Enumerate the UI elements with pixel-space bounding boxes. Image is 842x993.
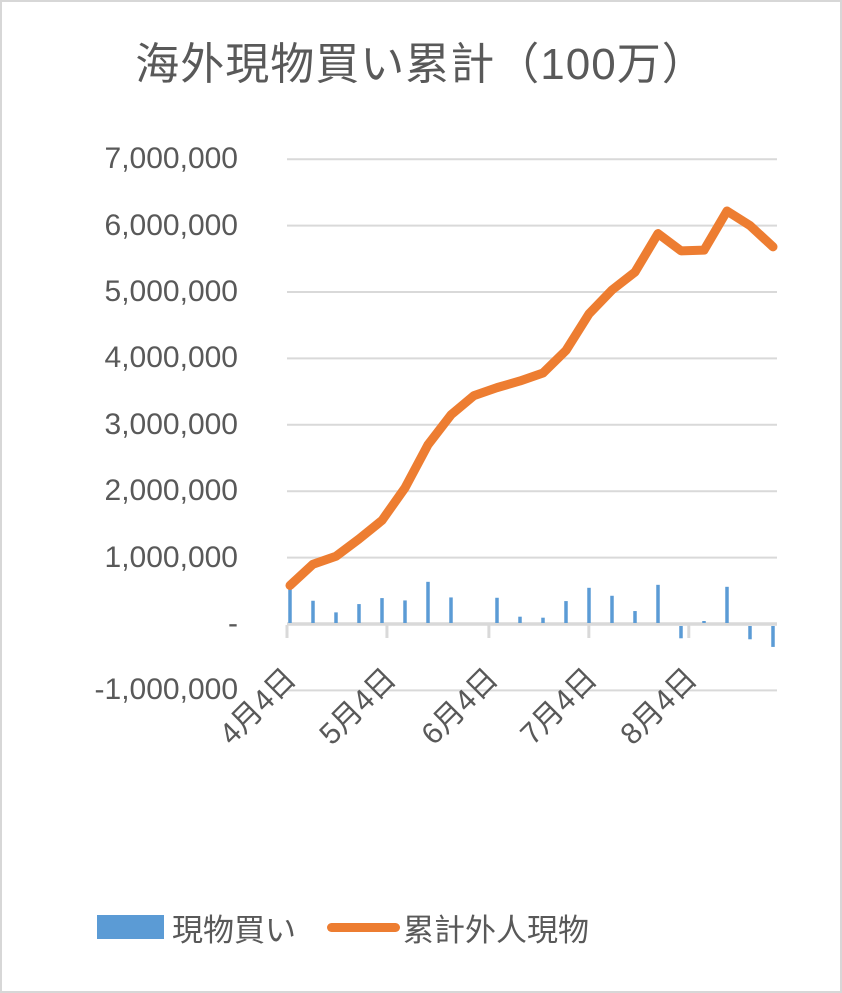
bar bbox=[334, 612, 338, 623]
line-series-label: 累計外人現物 bbox=[403, 913, 589, 948]
legend: 現物買い 累計外人現物 bbox=[2, 897, 840, 957]
bar-series bbox=[288, 581, 775, 647]
gridlines bbox=[287, 158, 777, 692]
y-axis-label: - bbox=[228, 607, 238, 640]
bar bbox=[725, 586, 729, 623]
bar bbox=[288, 588, 292, 623]
bar bbox=[564, 601, 568, 623]
bar bbox=[380, 598, 384, 623]
bar bbox=[541, 617, 545, 623]
bar-series-swatch bbox=[97, 915, 164, 939]
line-series-swatch bbox=[327, 923, 400, 932]
bar bbox=[610, 595, 614, 623]
bar bbox=[679, 626, 683, 639]
bar bbox=[702, 621, 706, 623]
y-axis-label: 5,000,000 bbox=[104, 275, 238, 308]
y-axis-label: 2,000,000 bbox=[104, 474, 238, 508]
bar bbox=[748, 626, 752, 640]
bar bbox=[311, 600, 315, 623]
bar bbox=[426, 581, 430, 623]
bar bbox=[771, 626, 775, 647]
bar bbox=[357, 604, 361, 623]
bar bbox=[449, 597, 453, 623]
y-axis-label: 7,000,000 bbox=[104, 142, 238, 176]
y-axis-label: 1,000,000 bbox=[104, 540, 238, 574]
line-series bbox=[285, 206, 778, 590]
y-axis-label: 3,000,000 bbox=[104, 407, 238, 441]
chart-title: 海外現物買い累計（100万） bbox=[135, 40, 707, 89]
bar bbox=[403, 600, 407, 623]
y-axis-label: -1,000,000 bbox=[94, 673, 238, 707]
bar-series-label: 現物買い bbox=[172, 913, 296, 948]
bar bbox=[518, 616, 522, 623]
bar bbox=[495, 597, 499, 623]
bar bbox=[633, 611, 637, 623]
axis-ticks bbox=[285, 625, 691, 638]
y-axis-label: 4,000,000 bbox=[104, 341, 238, 375]
bar bbox=[656, 584, 660, 623]
bar bbox=[587, 587, 591, 623]
y-axis-label: 6,000,000 bbox=[104, 208, 238, 242]
